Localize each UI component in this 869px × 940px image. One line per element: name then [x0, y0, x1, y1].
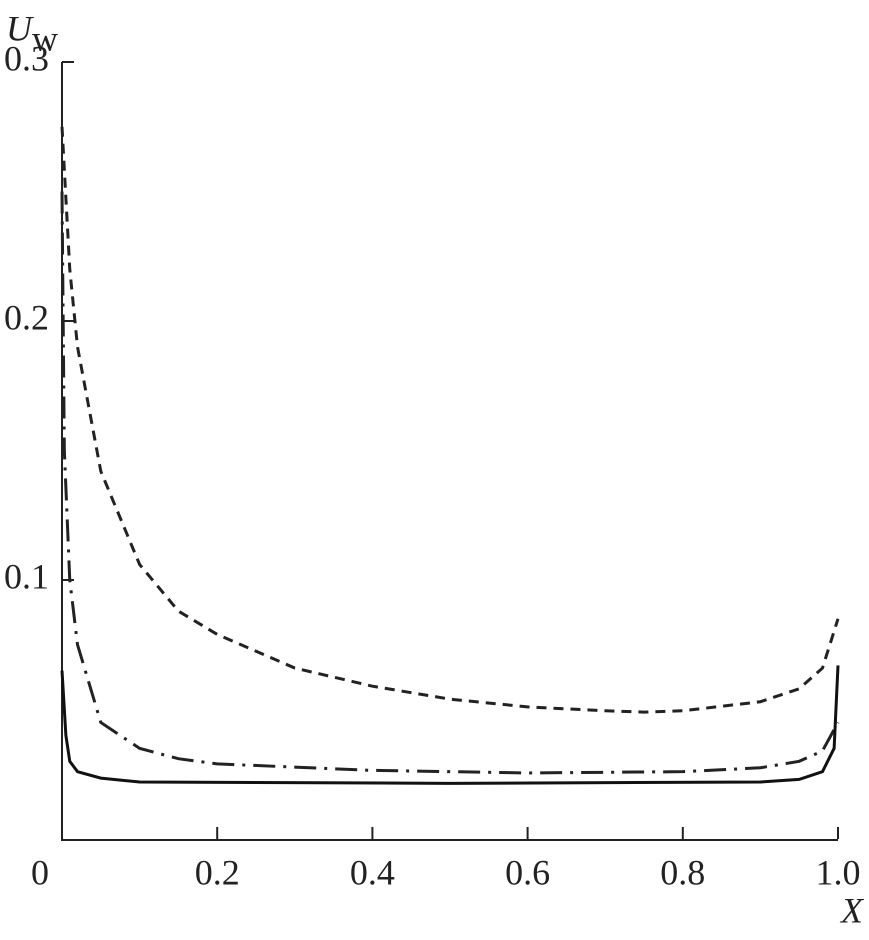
x-tick-label: 0 [31, 852, 49, 892]
y-axis-label: U [6, 8, 34, 48]
x-tick-label: 0.2 [195, 852, 240, 892]
series-line [60, 126, 840, 714]
y-tick-label: 0.1 [4, 556, 49, 596]
y-axis-label-subscript: w [32, 18, 58, 58]
y-tick-label: 0.2 [4, 297, 49, 337]
x-tick-label: 0.8 [660, 852, 705, 892]
x-tick-label: 1.0 [816, 852, 861, 892]
x-tick-label: 0.6 [505, 852, 550, 892]
series-line [60, 191, 840, 775]
x-tick-label: 0.4 [350, 852, 395, 892]
series-line [60, 665, 840, 785]
x-axis-label: X [839, 890, 865, 930]
y-tick-label: 0.3 [4, 38, 49, 78]
